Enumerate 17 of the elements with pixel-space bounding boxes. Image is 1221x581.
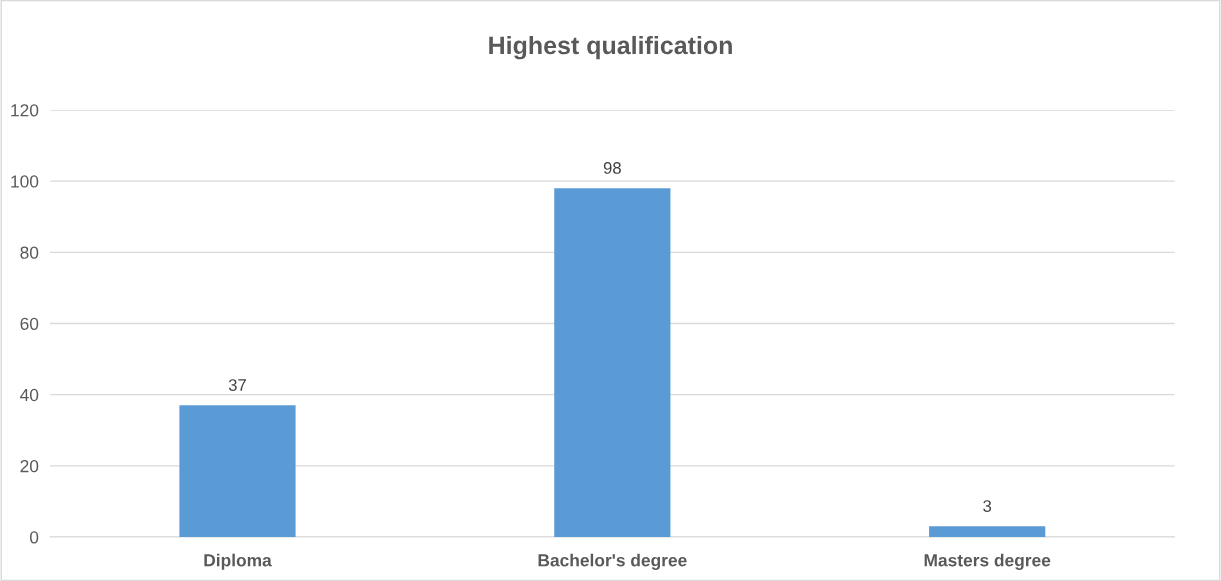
bar xyxy=(929,526,1046,538)
y-tick-label: 20 xyxy=(20,460,39,473)
y-tick-label: 100 xyxy=(11,175,39,188)
data-label: 37 xyxy=(228,379,246,391)
chart-title: Highest qualification xyxy=(489,35,732,60)
y-tick-label: 40 xyxy=(20,388,39,402)
bar xyxy=(179,405,296,538)
x-tick-label: Bachelor's degree xyxy=(538,553,687,570)
data-label: 3 xyxy=(983,500,992,512)
x-tick-label: Diploma xyxy=(204,553,272,570)
x-tick-label: Masters degree xyxy=(924,553,1051,570)
y-tick-label: 60 xyxy=(20,317,39,330)
y-tick-label: 0 xyxy=(29,531,39,544)
y-tick-label: 120 xyxy=(11,104,39,117)
y-tick-label: 80 xyxy=(20,246,39,259)
data-label: 98 xyxy=(603,162,621,174)
bar xyxy=(554,188,671,538)
